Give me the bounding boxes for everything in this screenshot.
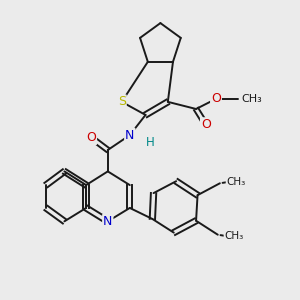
Text: S: S bbox=[118, 95, 126, 108]
Text: CH₃: CH₃ bbox=[226, 177, 246, 187]
Text: CH₃: CH₃ bbox=[224, 231, 244, 241]
Text: O: O bbox=[211, 92, 221, 105]
Text: CH₃: CH₃ bbox=[241, 94, 262, 104]
Text: O: O bbox=[201, 118, 211, 131]
Text: N: N bbox=[103, 215, 112, 228]
Text: H: H bbox=[146, 136, 155, 149]
Text: O: O bbox=[86, 131, 96, 144]
Text: N: N bbox=[125, 129, 134, 142]
